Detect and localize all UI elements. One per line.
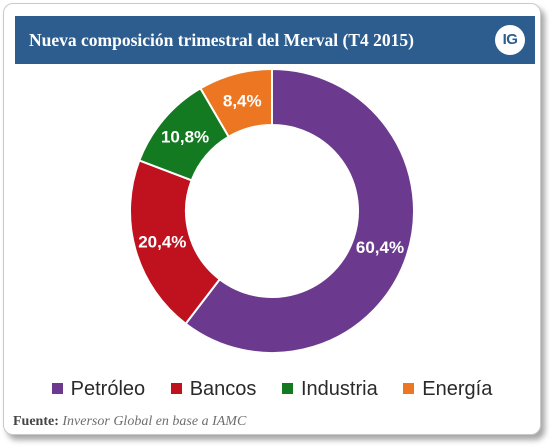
donut-slice-petroleo xyxy=(184,67,415,354)
source-text: Inversor Global en base a IAMC xyxy=(62,414,247,429)
slice-label-petroleo: 60,4% xyxy=(356,238,404,257)
legend-item-industria: Industria xyxy=(282,378,378,401)
source-key: Fuente: xyxy=(13,414,59,429)
legend-item-petroleo: Petróleo xyxy=(51,378,146,401)
legend-swatch-bancos xyxy=(170,383,182,394)
legend-label-petroleo: Petróleo xyxy=(70,378,146,400)
chart-title: Nueva composición trimestral del Merval … xyxy=(29,30,414,50)
legend-item-energia: Energía xyxy=(403,378,492,401)
source-note: Fuente: Inversor Global en base a IAMC xyxy=(13,414,246,430)
chart-legend: Petróleo Bancos Industria Energía xyxy=(4,378,540,401)
donut-chart: 60,4% 20,4% 10,8% 8,4% xyxy=(129,67,415,354)
legend-label-energia: Energía xyxy=(422,378,493,400)
donut-slice-energia xyxy=(199,67,273,139)
brand-logo-icon: IG xyxy=(495,25,525,55)
legend-swatch-industria xyxy=(282,383,293,394)
legend-label-industria: Industria xyxy=(301,378,378,400)
chart-header: Nueva composición trimestral del Merval … xyxy=(15,16,535,64)
legend-swatch-energia xyxy=(403,383,415,394)
chart-card: Nueva composición trimestral del Merval … xyxy=(3,3,541,435)
slice-label-energia: 8,4% xyxy=(223,91,262,110)
legend-swatch-petroleo xyxy=(51,383,63,394)
slice-label-industria: 10,8% xyxy=(161,128,209,147)
slice-label-bancos: 20,4% xyxy=(138,233,186,252)
legend-label-bancos: Bancos xyxy=(189,378,257,400)
legend-item-bancos: Bancos xyxy=(170,378,257,401)
